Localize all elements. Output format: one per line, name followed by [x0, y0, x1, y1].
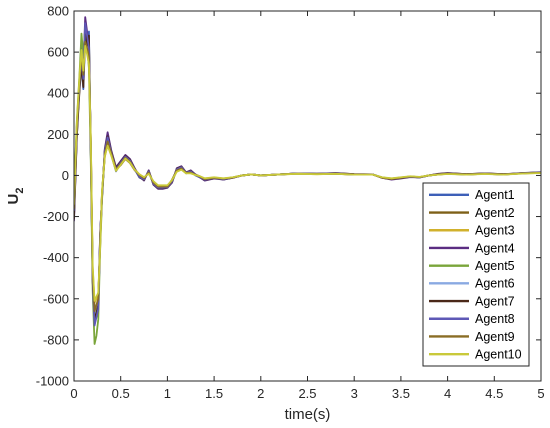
legend-label-agent9: Agent9 — [475, 330, 515, 344]
legend-label-agent2: Agent2 — [475, 206, 515, 220]
x-axis-label: time(s) — [285, 406, 331, 423]
y-tick-label: -400 — [43, 250, 69, 265]
y-tick-label: 600 — [47, 45, 69, 60]
legend-label-agent7: Agent7 — [475, 294, 515, 308]
y-axis-label-main: U — [5, 194, 22, 205]
legend-label-agent10: Agent10 — [475, 347, 522, 361]
x-tick-label: 1 — [164, 386, 171, 401]
x-tick-label: 2 — [257, 386, 264, 401]
legend-label-agent5: Agent5 — [475, 259, 515, 273]
y-tick-label: 800 — [47, 4, 69, 19]
y-tick-label: -800 — [43, 332, 69, 347]
legend-label-agent3: Agent3 — [475, 224, 515, 238]
x-tick-label: 5 — [537, 386, 544, 401]
legend-label-agent6: Agent6 — [475, 277, 515, 291]
y-tick-label: -200 — [43, 209, 69, 224]
y-tick-label: 200 — [47, 127, 69, 142]
x-tick-label: 1.5 — [205, 386, 223, 401]
y-axis-label: U2 — [5, 188, 26, 205]
y-tick-label: -600 — [43, 291, 69, 306]
series-line-agent10 — [74, 45, 541, 302]
series-lines — [74, 16, 541, 345]
legend-label-agent8: Agent8 — [475, 312, 515, 326]
x-tick-label: 4 — [444, 386, 451, 401]
x-tick-label: 0.5 — [112, 386, 130, 401]
legend-label-agent4: Agent4 — [475, 241, 515, 255]
x-tick-label: 3 — [351, 386, 358, 401]
axes: 0 0.5 1 1.5 2 2.5 3 3.5 4 4.5 5 -1000 -800 -600 -400 -2… — [36, 4, 545, 402]
x-tick-label: 3.5 — [392, 386, 410, 401]
legend: Agent1 Agent2 Agent3 Agent4 Agent5 Agent6 Agen… — [422, 182, 530, 367]
y-axis-label-subscript: 2 — [14, 188, 26, 194]
x-tick-label: 4.5 — [485, 386, 503, 401]
y-tick-label: -1000 — [36, 374, 69, 389]
y-tick-label: 400 — [47, 86, 69, 101]
y-tick-label: 0 — [62, 168, 69, 183]
x-tick-label: 2.5 — [298, 386, 316, 401]
legend-label-agent1: Agent1 — [475, 188, 515, 202]
x-tick-label: 0 — [70, 386, 77, 401]
